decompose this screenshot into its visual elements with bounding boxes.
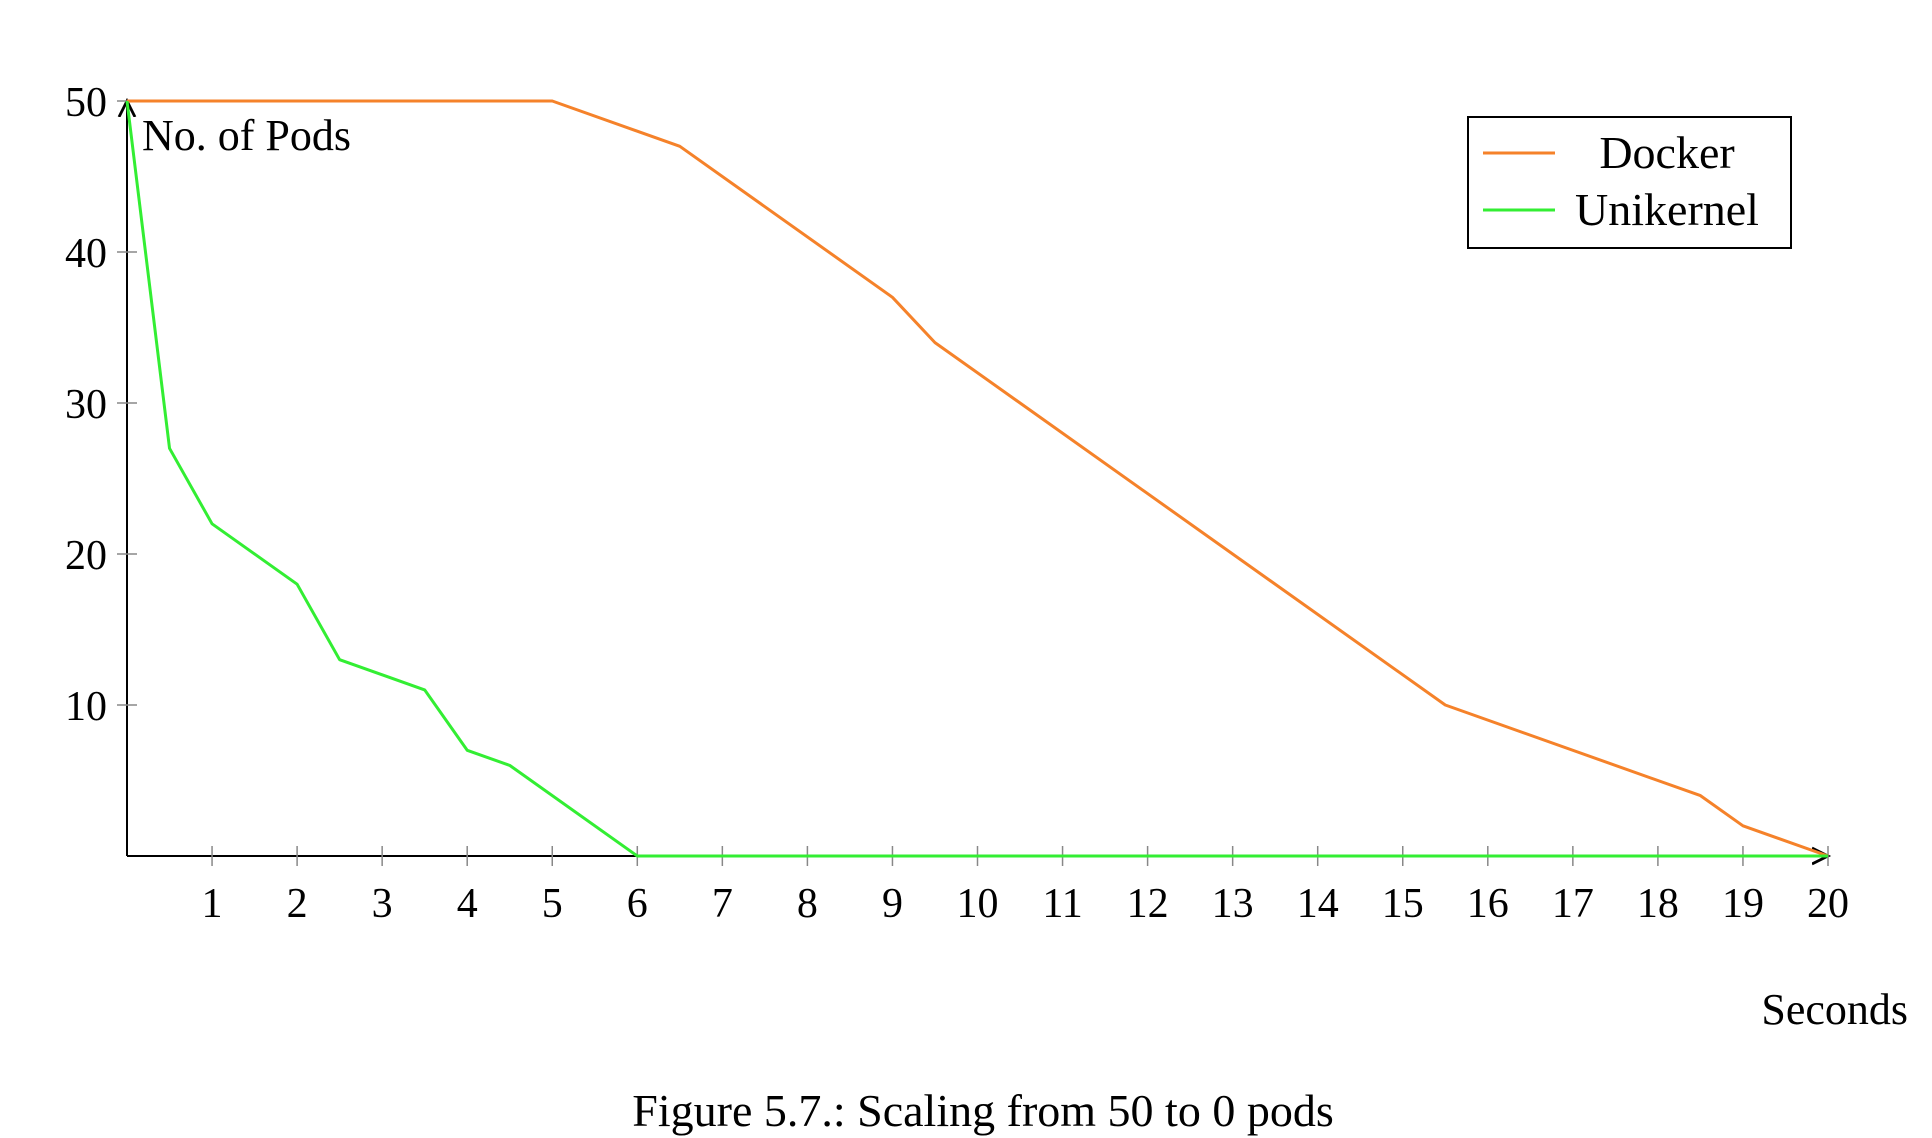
x-tick-label: 11 (1042, 881, 1082, 927)
y-tick-label: 10 (65, 684, 107, 730)
x-tick-label: 12 (1127, 881, 1169, 927)
series-line-unikernel (125, 100, 1828, 858)
x-tick-label: 14 (1297, 881, 1339, 927)
legend: Docker Unikernel (1467, 116, 1792, 249)
legend-box (1467, 116, 1792, 249)
x-tick-label: 6 (627, 881, 648, 927)
x-tick-label: 9 (882, 881, 903, 927)
y-tick-label: 30 (65, 382, 107, 428)
x-tick-label: 7 (712, 881, 733, 927)
y-tick-label: 20 (65, 533, 107, 579)
x-ticks: 1 2 3 4 5 6 7 8 9 10 11 12 13 14 15 16 17 18 19 20 (202, 846, 1849, 927)
series-lines (125, 99, 1829, 858)
x-tick-label: 17 (1552, 881, 1594, 927)
x-axis-title: Seconds (1761, 985, 1908, 1034)
x-tick-label: 18 (1637, 881, 1679, 927)
x-tick-label: 15 (1382, 881, 1424, 927)
x-tick-label: 16 (1467, 881, 1509, 927)
x-tick-label: 5 (542, 881, 563, 927)
x-tick-label: 3 (372, 881, 393, 927)
x-tick-label: 20 (1807, 881, 1849, 927)
x-tick-label: 8 (797, 881, 818, 927)
x-tick-label: 13 (1212, 881, 1254, 927)
x-tick-label: 10 (957, 881, 999, 927)
x-tick-label: 1 (202, 881, 223, 927)
legend-label-docker: Docker (1599, 127, 1734, 178)
legend-label-unikernel: Unikernel (1575, 184, 1759, 235)
x-tick-label: 4 (457, 881, 478, 927)
x-tick-label: 19 (1722, 881, 1764, 927)
x-tick-label: 2 (287, 881, 308, 927)
y-tick-label: 40 (65, 231, 107, 277)
y-ticks: 10 20 30 40 50 (65, 80, 137, 730)
y-tick-label: 50 (65, 80, 107, 126)
series-line-docker (127, 99, 1829, 858)
figure-caption: Figure 5.7.: Scaling from 50 to 0 pods (632, 1085, 1333, 1136)
y-axis-title: No. of Pods (142, 111, 351, 160)
